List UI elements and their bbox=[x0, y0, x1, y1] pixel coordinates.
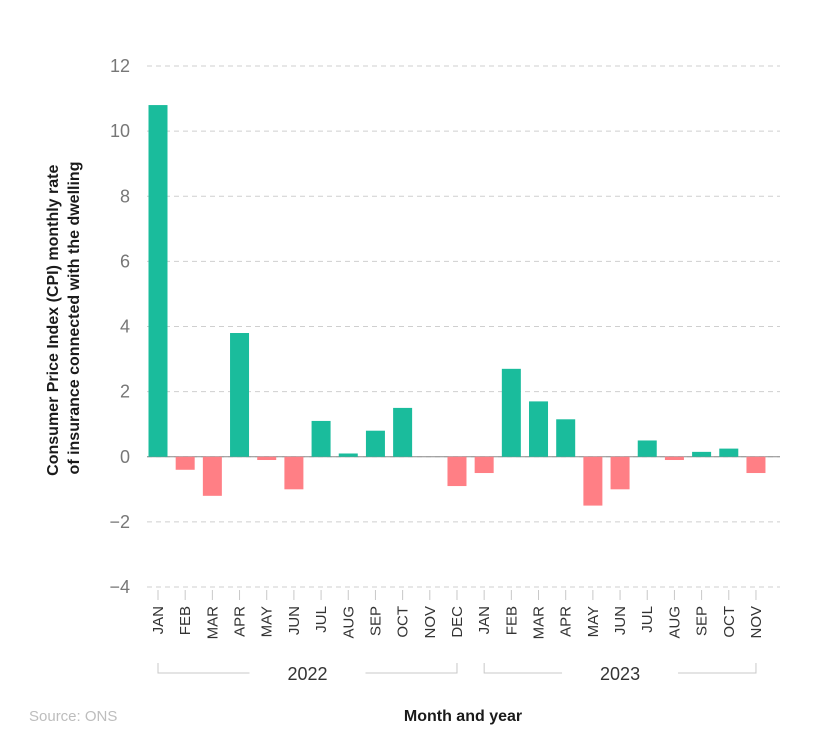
x-tick-label: MAR bbox=[531, 606, 548, 640]
gridlines bbox=[147, 65, 780, 588]
y-axis-title: Consumer Price Index (CPI) monthly rate … bbox=[45, 160, 83, 476]
x-tick-label: JUL bbox=[639, 606, 656, 633]
y-tick-label: 0 bbox=[120, 447, 130, 467]
y-tick-label: 6 bbox=[120, 251, 130, 271]
bar bbox=[365, 430, 385, 457]
bar bbox=[501, 368, 521, 457]
y-axis-title-line-2: of insurance connected with the dwelling bbox=[66, 162, 83, 475]
x-tick-label: APR bbox=[232, 606, 249, 637]
bar bbox=[692, 451, 712, 457]
bar bbox=[719, 448, 739, 457]
year-label: 2023 bbox=[600, 664, 640, 684]
bar bbox=[148, 105, 168, 457]
x-tick-label: SEP bbox=[694, 606, 711, 636]
year-label: 2022 bbox=[287, 664, 327, 684]
x-tick-label: FEB bbox=[503, 606, 520, 635]
y-tick-label: 8 bbox=[120, 186, 130, 206]
bar bbox=[447, 456, 467, 487]
group-bracket-left bbox=[483, 663, 563, 674]
y-tick-label: 4 bbox=[120, 317, 130, 337]
x-axis-ticks: JAN FEB MAR APR MAY JUN JUL AUG SEP OCT NOV DEC JAN F… bbox=[150, 590, 765, 639]
source-note: Source: ONS bbox=[29, 708, 117, 725]
x-tick-label: JUN bbox=[612, 606, 629, 635]
bar bbox=[393, 407, 413, 457]
x-tick-label: AUG bbox=[340, 606, 357, 639]
bar bbox=[556, 419, 576, 457]
year-groups: 2022 2023 bbox=[157, 663, 757, 684]
bar bbox=[529, 401, 549, 457]
x-tick-label: AUG bbox=[666, 606, 683, 639]
x-tick-label: NOV bbox=[422, 606, 439, 639]
y-axis-ticks: 12 10 8 6 4 2 0 −2 −4 bbox=[109, 56, 130, 597]
x-tick-label: OCT bbox=[721, 606, 738, 638]
group-bracket-right bbox=[365, 663, 458, 674]
x-tick-label: OCT bbox=[395, 606, 412, 638]
y-axis-title-line-1: Consumer Price Index (CPI) monthly rate bbox=[45, 165, 62, 476]
x-tick-label: APR bbox=[558, 606, 575, 637]
bar bbox=[637, 440, 657, 457]
x-tick-label: MAY bbox=[585, 606, 602, 637]
bar bbox=[664, 456, 684, 461]
bar bbox=[202, 456, 222, 496]
x-tick-label: MAY bbox=[259, 606, 276, 637]
bar bbox=[583, 456, 603, 506]
bar bbox=[230, 333, 250, 457]
x-tick-label: NOV bbox=[748, 606, 765, 639]
bar bbox=[175, 456, 195, 470]
bar bbox=[284, 456, 304, 490]
x-tick-label: JUN bbox=[286, 606, 303, 635]
y-tick-label: 12 bbox=[110, 56, 130, 76]
group-bracket-left bbox=[157, 663, 250, 674]
bar bbox=[311, 420, 331, 457]
bar bbox=[746, 456, 766, 474]
bar bbox=[257, 456, 277, 461]
x-tick-label: FEB bbox=[177, 606, 194, 635]
y-tick-label: −2 bbox=[109, 512, 130, 532]
x-tick-label: DEC bbox=[449, 606, 466, 638]
group-bracket-right bbox=[678, 663, 757, 674]
bar bbox=[338, 453, 358, 457]
x-tick-label: JAN bbox=[476, 606, 493, 634]
x-tick-label: JUL bbox=[313, 606, 330, 633]
y-tick-label: 10 bbox=[110, 121, 130, 141]
bar bbox=[610, 456, 630, 490]
y-tick-label: −4 bbox=[109, 577, 130, 597]
x-tick-label: SEP bbox=[367, 606, 384, 636]
x-tick-label: MAR bbox=[204, 606, 221, 640]
y-tick-label: 2 bbox=[120, 382, 130, 402]
x-axis-title: Month and year bbox=[404, 708, 522, 725]
bars bbox=[148, 105, 766, 506]
x-tick-label: JAN bbox=[150, 606, 167, 634]
bar bbox=[474, 456, 494, 474]
